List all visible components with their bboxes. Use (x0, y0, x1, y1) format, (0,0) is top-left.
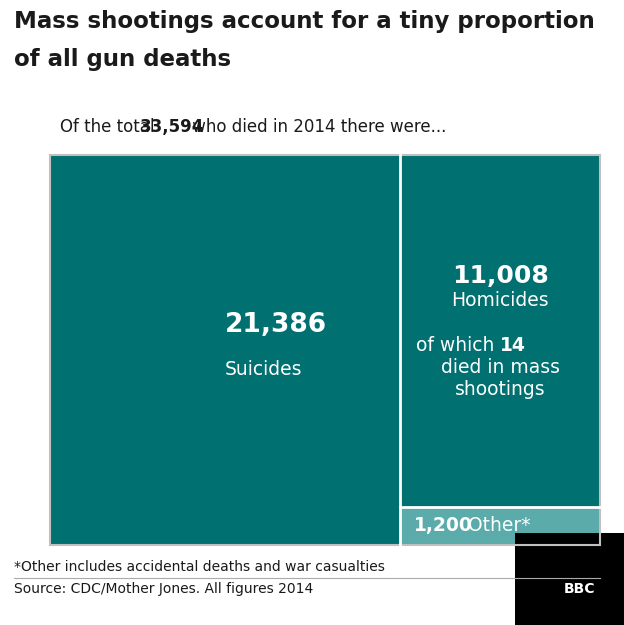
Text: Of the total: Of the total (60, 118, 160, 136)
Bar (50, 155, 400, 545)
Text: Other*: Other* (462, 516, 530, 536)
Text: died in mass: died in mass (441, 358, 560, 377)
Text: of all gun deaths: of all gun deaths (14, 48, 231, 71)
Text: 14: 14 (500, 336, 526, 356)
Text: who died in 2014 there were...: who died in 2014 there were... (187, 118, 446, 136)
Bar (400, 507, 600, 545)
Text: Mass shootings account for a tiny proportion: Mass shootings account for a tiny propor… (14, 10, 595, 33)
Bar (50, 155, 600, 545)
Text: Homicides: Homicides (451, 291, 549, 311)
Text: of which: of which (416, 336, 500, 356)
Text: 1,200: 1,200 (414, 516, 473, 536)
Text: shootings: shootings (455, 381, 545, 399)
Bar (400, 155, 600, 507)
Text: 21,386: 21,386 (225, 312, 327, 338)
Text: *Other includes accidental deaths and war casualties: *Other includes accidental deaths and wa… (14, 560, 385, 574)
Text: BBC: BBC (563, 582, 595, 596)
Text: Source: CDC/Mother Jones. All figures 2014: Source: CDC/Mother Jones. All figures 20… (14, 582, 313, 596)
Text: Suicides: Suicides (225, 360, 303, 379)
Text: 11,008: 11,008 (452, 264, 548, 288)
Text: 33,594: 33,594 (140, 118, 205, 136)
